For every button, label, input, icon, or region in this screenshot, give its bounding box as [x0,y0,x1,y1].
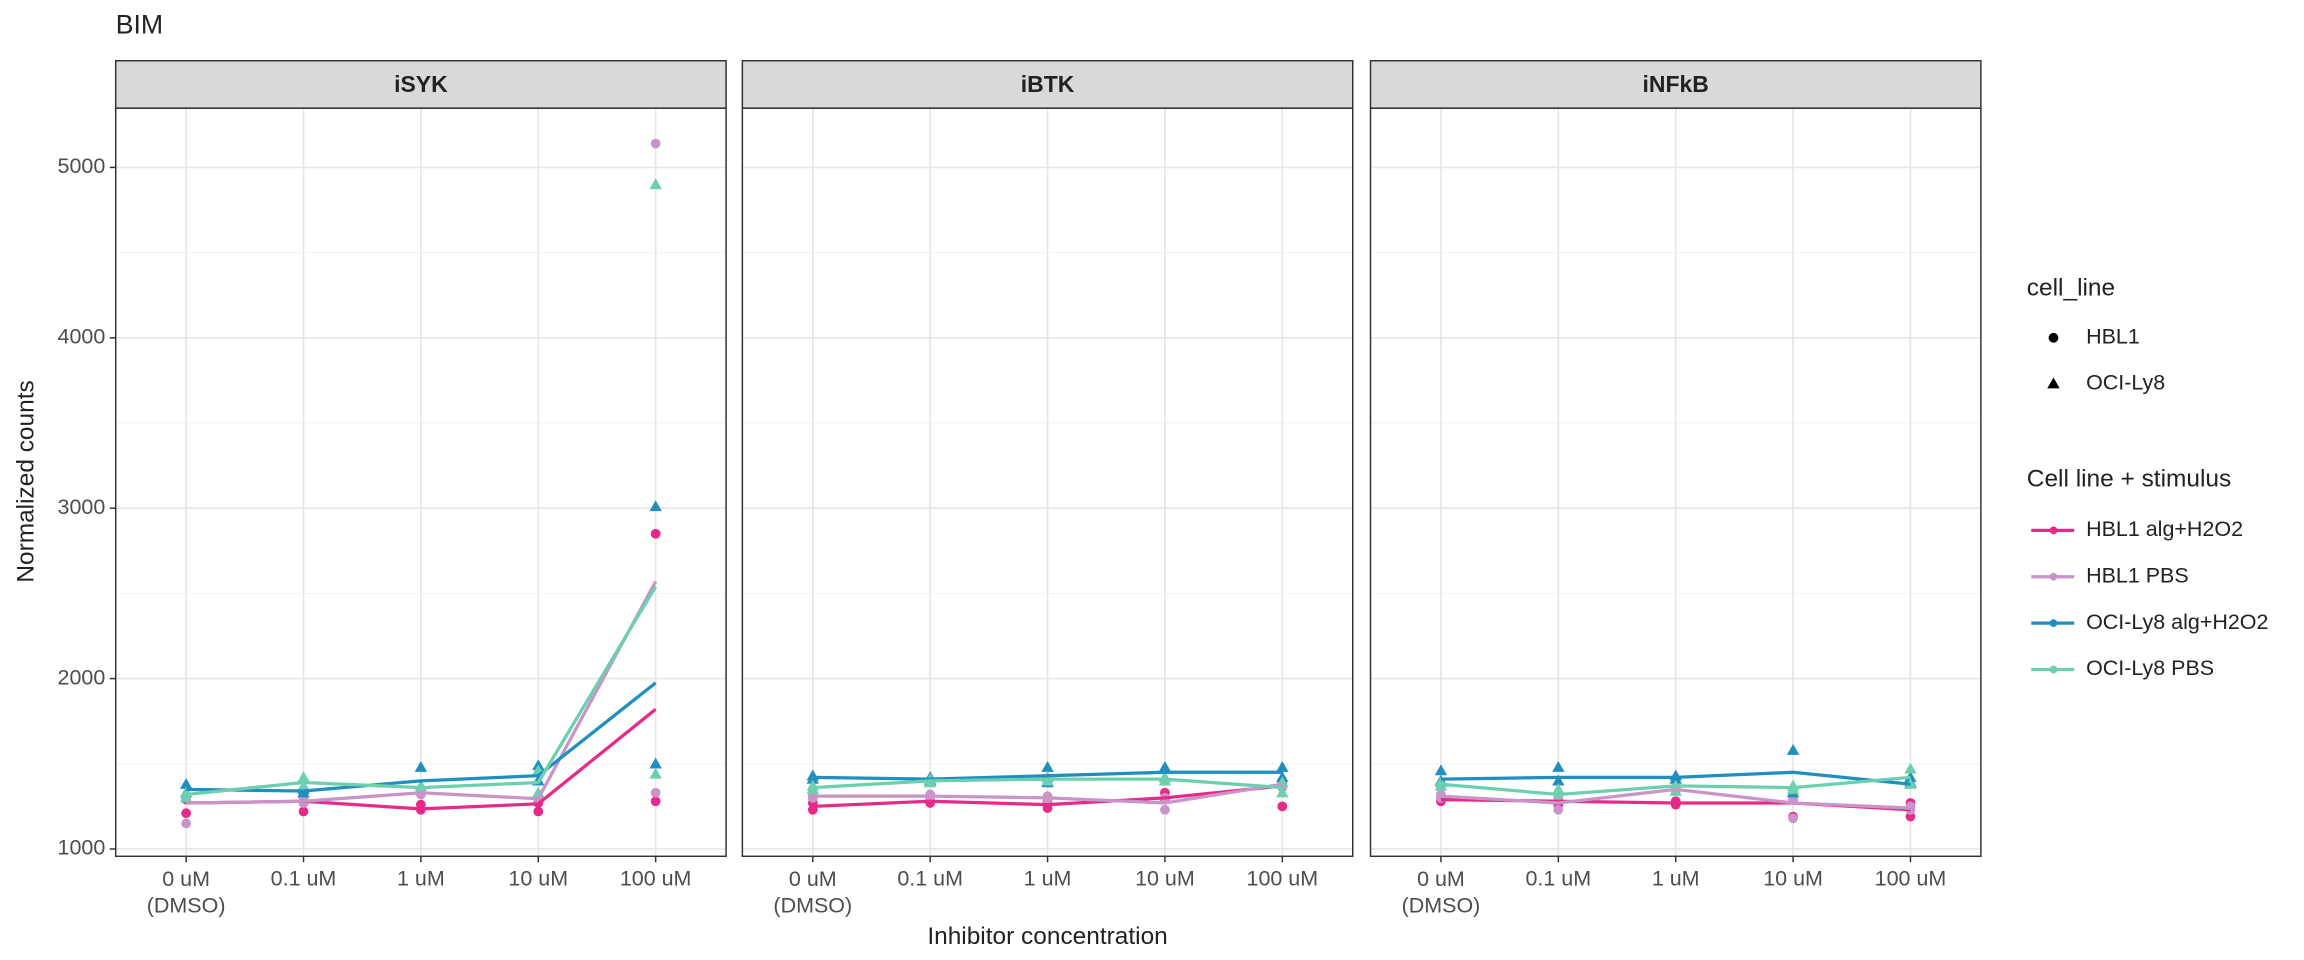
legend-label: HBL1 PBS [2086,563,2189,587]
data-point [1553,804,1564,815]
series-line [185,585,658,797]
strip-label: iNFkB [1643,71,1709,97]
y-tick-label: 1000 [58,836,106,860]
data-point [1905,811,1916,822]
x-axis-label: Inhibitor concentration [927,923,1167,950]
data-point [925,789,936,800]
x-tick-label: 10 uM [508,867,568,891]
data-point [298,806,309,817]
data-point [1041,760,1054,772]
data-point [179,791,193,803]
strip-label: iBTK [1021,71,1075,97]
data-point [416,799,426,810]
series-line [186,681,657,793]
x-tick-label: 100 uM [1247,867,1319,891]
x-tick-label: 100 uM [1875,867,1947,891]
data-point [1276,786,1289,798]
data-point [533,806,544,817]
legend-label: OCI-Ly8 alg+H2O2 [2086,610,2268,634]
data-point [1904,771,1917,783]
data-point [1552,760,1565,772]
data-point [650,138,661,149]
legend-title: cell_line [2027,274,2115,301]
data-point [1277,801,1288,812]
x-tick-label: 0.1 uM [271,867,337,891]
x-tick-label: 0 uM (DMSO) [147,867,226,918]
legend-label: OCI-Ly8 PBS [2086,656,2214,680]
y-axis-label: Normalized counts [12,380,39,582]
data-point [414,760,428,772]
x-tick-label: 0.1 uM [897,867,963,891]
data-point [649,757,662,769]
x-tick-label: 100 uM [620,867,692,891]
x-tick-label: 0 uM (DMSO) [1402,867,1481,918]
data-point [1788,813,1798,824]
data-point [650,796,661,807]
x-tick-label: 0.1 uM [1526,867,1592,891]
data-point [1160,804,1170,815]
y-tick-label: 3000 [58,495,106,519]
data-point [1670,796,1681,807]
strip-label: iSYK [394,71,448,97]
x-tick-label: 1 uM [1024,867,1072,891]
legend-key [2049,572,2058,581]
legend-key [2049,619,2058,627]
y-tick-label: 2000 [58,665,106,689]
legend-label: HBL1 alg+H2O2 [2086,517,2243,541]
legend-key [2049,665,2058,674]
data-point [1276,760,1289,772]
x-tick-label: 10 uM [1135,867,1195,891]
legend-label: OCI-Ly8 [2086,370,2165,394]
data-point [181,818,192,829]
strip [1369,60,1982,109]
x-tick-label: 10 uM [1763,867,1823,891]
x-tick-label: 0 uM (DMSO) [773,867,852,918]
legend-label: HBL1 [2086,324,2140,348]
legend-title: Cell line + stimulus [2027,465,2231,492]
data-point [179,778,193,789]
series-line [812,777,1283,790]
data-point [649,767,662,779]
legend-key [2048,332,2059,343]
data-point [297,771,310,783]
data-point [1552,783,1565,795]
data-point [1158,760,1172,772]
legend-key [2047,377,2060,389]
data-point [297,779,310,791]
strip [114,60,727,109]
series-line [186,580,658,805]
series-line [1440,770,1911,786]
series-line [812,770,1283,781]
data-point [181,808,192,819]
data-point [1786,743,1800,755]
x-tick-label: 1 uM [397,867,445,891]
data-point [649,500,662,512]
data-point [650,787,661,798]
legend-key [2049,526,2058,535]
y-tick-label: 4000 [58,324,106,348]
series-line [812,784,1283,809]
series-line [1440,775,1911,797]
strip [741,60,1354,109]
data-point [1904,762,1917,774]
data-point [1434,764,1448,776]
data-point [649,178,662,190]
y-tick-label: 5000 [58,154,106,178]
data-point [650,528,661,539]
series-line [812,782,1283,805]
data-point [1552,774,1565,786]
series-line [1440,787,1911,810]
chart-title: BIM [116,10,163,40]
x-tick-label: 1 uM [1652,867,1700,891]
